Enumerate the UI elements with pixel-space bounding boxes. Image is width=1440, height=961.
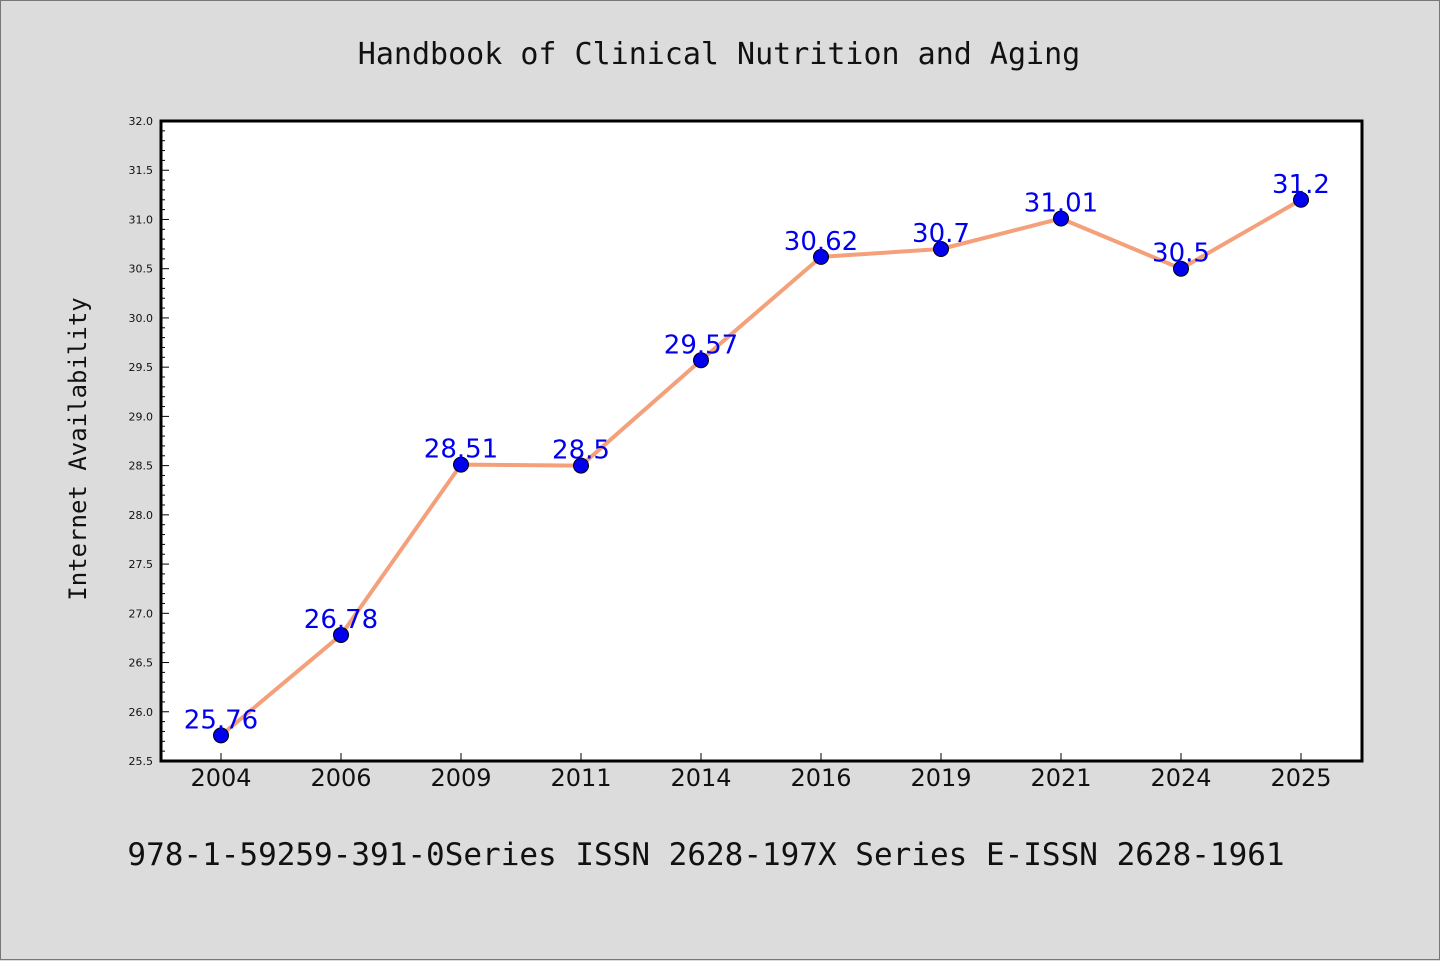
x-tick-label: 2016 [790, 764, 851, 792]
data-label: 26.78 [304, 605, 378, 635]
y-tick-label: 26.5 [129, 657, 154, 670]
data-point [813, 248, 829, 265]
data-labels-group: 25.76 26.78 28.51 28.5 29.57 30.62 30.7 31.01 30… [184, 170, 1330, 736]
series-line [219, 197, 1303, 738]
data-point [693, 352, 709, 369]
data-point [333, 626, 349, 643]
x-tick-label: 2006 [310, 764, 371, 792]
y-tick-label: 29.0 [129, 410, 154, 423]
y-tick-label: 25.5 [129, 755, 154, 768]
y-axis-label: Internet Availability [64, 297, 92, 600]
x-tick-label: 2011 [550, 764, 611, 792]
x-tick-label: 2025 [1270, 764, 1331, 792]
x-tick-label: 2021 [1030, 764, 1091, 792]
data-point [453, 456, 469, 473]
series-line-group [213, 191, 1309, 744]
data-point [213, 727, 229, 744]
y-tick-label: 28.5 [129, 460, 154, 473]
chart-title: Handbook of Clinical Nutrition and Aging [358, 37, 1080, 72]
y-tick-label: 31.0 [129, 213, 154, 226]
data-label: 28.51 [424, 435, 498, 465]
data-label: 31.01 [1024, 188, 1098, 218]
y-tick-label: 32.0 [129, 115, 154, 128]
plot-area [159, 119, 1364, 763]
x-tick-label: 2024 [1150, 764, 1211, 792]
data-label: 25.76 [184, 705, 258, 735]
y-tick-label: 26.0 [129, 706, 154, 719]
y-tick-label: 30.0 [129, 312, 154, 325]
y-tick-label: 30.5 [129, 263, 154, 276]
x-tick-label: 2009 [430, 764, 491, 792]
y-tick-label: 31.5 [129, 164, 154, 177]
data-label: 30.5 [1152, 239, 1210, 269]
data-point [573, 457, 589, 474]
y-tick-label: 27.5 [129, 558, 154, 571]
y-tick-label: 28.0 [129, 509, 154, 522]
data-label: 31.2 [1272, 170, 1330, 200]
data-label: 30.62 [784, 227, 858, 257]
data-label: 29.57 [664, 330, 738, 360]
data-label: 28.5 [552, 436, 610, 466]
data-point [1053, 210, 1069, 227]
data-point [933, 241, 949, 257]
data-label: 30.7 [912, 219, 970, 249]
data-point [1293, 191, 1309, 208]
x-tick-label: 2019 [910, 764, 971, 792]
footer-isbn-issn: 978-1-59259-391-0Series ISSN 2628-197X S… [127, 837, 1284, 873]
x-tick-label: 2014 [670, 764, 731, 792]
x-tick-label: 2004 [190, 764, 251, 792]
y-tick-label: 27.0 [129, 607, 154, 620]
data-point [1173, 260, 1189, 277]
x-axis-ticks: 2004 2006 2009 2011 2014 2016 2019 2021 2024 2025 [190, 753, 1332, 792]
y-tick-label: 29.5 [129, 361, 154, 374]
y-axis-ticks: 25.5 26.0 26.5 27.0 27.5 28.0 28.5 29.0 29.5 30.0… [129, 115, 169, 768]
